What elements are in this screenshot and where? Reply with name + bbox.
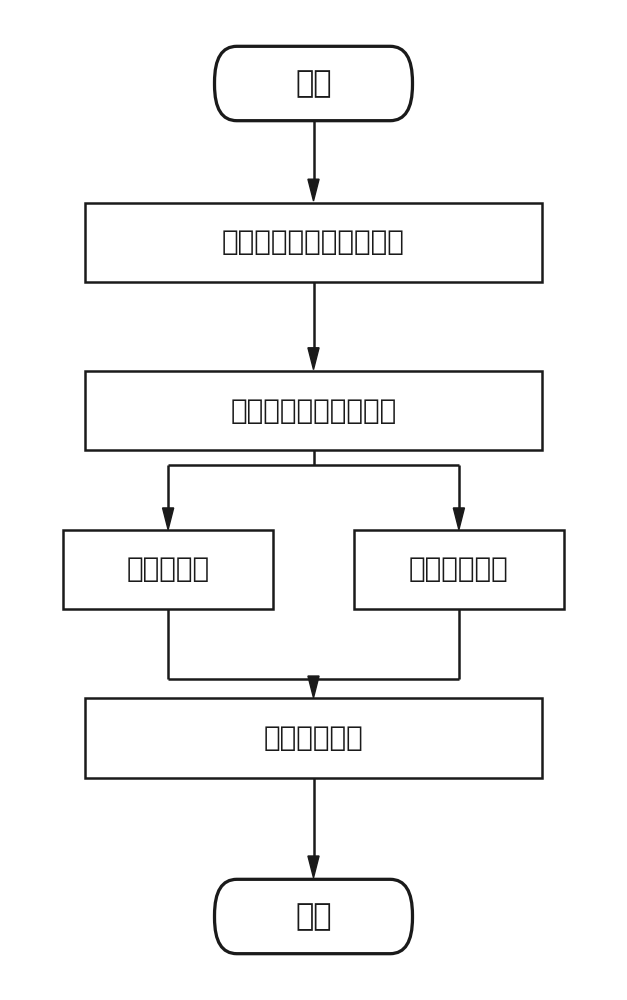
Polygon shape [453, 508, 465, 530]
FancyBboxPatch shape [214, 46, 413, 121]
Text: 绿波带宽优化: 绿波带宽优化 [409, 555, 508, 583]
Text: 开始: 开始 [295, 69, 332, 98]
Bar [354, 530, 564, 609]
Polygon shape [162, 508, 174, 530]
Polygon shape [308, 856, 319, 878]
Bar [85, 698, 542, 778]
Polygon shape [308, 179, 319, 201]
Bar [63, 530, 273, 609]
Polygon shape [308, 348, 319, 370]
Text: 结束: 结束 [295, 902, 332, 931]
FancyBboxPatch shape [214, 879, 413, 954]
Text: 输入信号设计限制数据: 输入信号设计限制数据 [230, 397, 397, 425]
Bar [85, 371, 542, 450]
Bar [85, 203, 542, 282]
Polygon shape [308, 676, 319, 698]
Text: 输出控制参数: 输出控制参数 [263, 724, 364, 752]
Text: 长干线分段: 长干线分段 [127, 555, 209, 583]
Text: 输入交叉口设计依据数据: 输入交叉口设计依据数据 [222, 228, 405, 256]
